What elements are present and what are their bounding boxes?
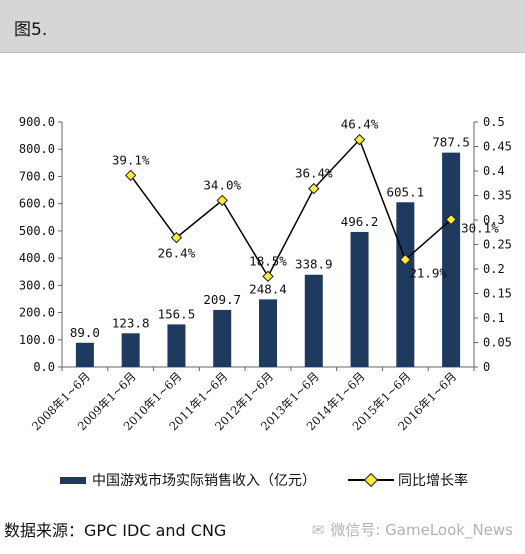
y-right-tick-label: 0.1 — [483, 311, 505, 325]
bar-data-label: 605.1 — [387, 184, 425, 199]
bar — [167, 324, 186, 367]
bar — [304, 274, 323, 367]
growth-marker — [445, 213, 457, 226]
watermark-text: 微信号: GameLook_News — [330, 521, 513, 539]
growth-marker — [262, 270, 274, 283]
watermark: ✉ 微信号: GameLook_News — [312, 519, 513, 540]
chart-legend: 中国游戏市场实际销售收入（亿元） 同比增长率 — [0, 470, 525, 494]
bar — [396, 202, 415, 367]
growth-data-label: 36.4% — [295, 166, 333, 181]
y-right-tick-label: 0 — [483, 360, 490, 374]
growth-data-label: 26.4% — [158, 246, 196, 261]
y-left-tick-label: 500.0 — [19, 224, 55, 238]
y-right-tick-label: 0.25 — [483, 238, 512, 252]
bar — [75, 342, 94, 367]
y-left-tick-label: 400.0 — [19, 251, 55, 265]
y-right-tick-label: 0.3 — [483, 213, 505, 227]
figure-header: 图5. — [0, 0, 525, 53]
legend-label-revenue: 中国游戏市场实际销售收入（亿元） — [92, 473, 316, 489]
y-right-tick-label: 0.2 — [483, 262, 505, 276]
growth-line — [130, 138, 452, 278]
growth-data-label: 39.1% — [112, 152, 150, 167]
y-right-tick-label: 0.15 — [483, 287, 512, 301]
y-left-tick-label: 300.0 — [19, 278, 55, 292]
bar-data-label: 123.8 — [112, 315, 150, 330]
legend-item-revenue: 中国游戏市场实际销售收入（亿元） — [60, 470, 316, 490]
bar — [350, 231, 369, 367]
y-left-tick-label: 900.0 — [19, 115, 55, 129]
bar-data-label: 156.5 — [158, 306, 196, 321]
growth-data-label: 18.5% — [249, 253, 287, 268]
growth-data-label: 34.0% — [203, 177, 241, 192]
growth-marker — [308, 182, 320, 195]
bar — [259, 299, 277, 367]
legend-item-growth: 同比增长率 — [348, 470, 468, 490]
legend-label-growth: 同比增长率 — [398, 473, 468, 489]
growth-marker — [353, 133, 366, 146]
y-right-tick-label: 0.5 — [483, 115, 505, 129]
data-source-note: 数据来源：GPC IDC and CNG — [4, 521, 227, 540]
y-right-tick-label: 0.4 — [483, 164, 505, 178]
y-right-tick-label: 0.35 — [483, 189, 512, 203]
y-left-tick-label: 700.0 — [19, 169, 55, 183]
bar-data-label: 89.0 — [70, 325, 100, 340]
bar — [121, 333, 140, 367]
growth-data-label: 30.1% — [461, 221, 499, 236]
y-left-tick-label: 0.0 — [33, 360, 55, 374]
y-right-tick-label: 0.05 — [483, 336, 512, 350]
legend-bar-swatch — [60, 476, 86, 484]
bar — [442, 152, 461, 367]
growth-marker — [216, 194, 228, 207]
bar-data-label: 209.7 — [203, 292, 241, 307]
growth-marker — [399, 253, 412, 266]
growth-data-label: 21.9% — [409, 266, 447, 281]
growth-marker — [124, 169, 137, 182]
y-left-tick-label: 800.0 — [19, 142, 55, 156]
bar — [213, 309, 232, 367]
y-left-tick-label: 100.0 — [19, 333, 55, 347]
bar-data-label: 338.9 — [295, 257, 333, 272]
y-left-tick-label: 600.0 — [19, 197, 55, 211]
wechat-icon: ✉ — [311, 520, 325, 539]
figure-label: 图5. — [14, 20, 48, 40]
bar-data-label: 248.4 — [249, 281, 287, 296]
y-left-tick-label: 200.0 — [19, 306, 55, 320]
legend-line-swatch — [348, 472, 394, 488]
y-right-tick-label: 0.45 — [483, 140, 512, 154]
bar-data-label: 496.2 — [341, 214, 379, 229]
combo-chart: 0.0 100.0 200.0 300.0 400.0 500.0 600.0 700.0 80… — [19, 115, 512, 433]
growth-marker — [170, 231, 183, 244]
bar-data-label: 787.5 — [432, 135, 470, 150]
growth-data-label: 46.4% — [341, 117, 379, 132]
